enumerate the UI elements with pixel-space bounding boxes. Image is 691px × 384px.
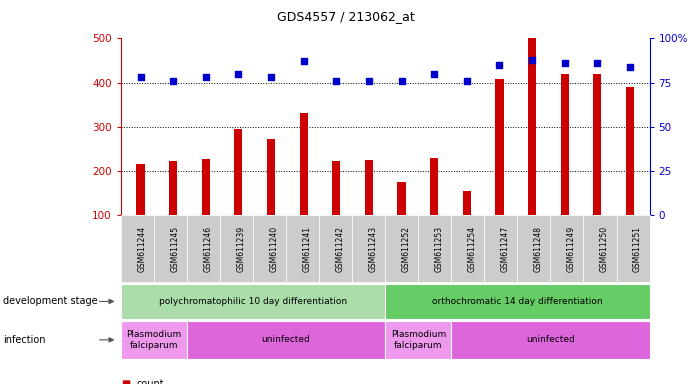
Bar bbox=[234, 129, 243, 215]
Point bbox=[298, 58, 309, 65]
Bar bbox=[365, 160, 373, 215]
Text: uninfected: uninfected bbox=[526, 335, 575, 344]
Text: GSM611248: GSM611248 bbox=[534, 226, 543, 271]
Text: GDS4557 / 213062_at: GDS4557 / 213062_at bbox=[276, 10, 415, 23]
Point bbox=[428, 71, 439, 77]
Bar bbox=[626, 87, 634, 215]
Text: infection: infection bbox=[3, 335, 46, 345]
Bar bbox=[594, 74, 601, 215]
Text: GSM611239: GSM611239 bbox=[236, 225, 245, 272]
Text: GSM611244: GSM611244 bbox=[138, 225, 146, 272]
Bar bbox=[332, 161, 341, 215]
Bar bbox=[202, 159, 210, 215]
Point bbox=[168, 78, 179, 84]
Bar bbox=[169, 161, 177, 215]
Bar bbox=[560, 74, 569, 215]
Text: GSM611254: GSM611254 bbox=[468, 225, 477, 272]
Text: GSM611253: GSM611253 bbox=[435, 225, 444, 272]
Point bbox=[200, 74, 211, 80]
Text: GSM611247: GSM611247 bbox=[501, 225, 510, 272]
Text: GSM611241: GSM611241 bbox=[303, 226, 312, 271]
Point bbox=[625, 64, 636, 70]
Text: GSM611251: GSM611251 bbox=[633, 226, 642, 271]
Text: development stage: development stage bbox=[3, 296, 98, 306]
Text: GSM611240: GSM611240 bbox=[269, 225, 278, 272]
Point bbox=[331, 78, 342, 84]
Bar bbox=[495, 79, 504, 215]
Bar bbox=[430, 157, 438, 215]
Point bbox=[559, 60, 570, 66]
Text: polychromatophilic 10 day differentiation: polychromatophilic 10 day differentiatio… bbox=[159, 297, 347, 306]
Text: GSM611252: GSM611252 bbox=[401, 226, 410, 271]
Bar bbox=[397, 182, 406, 215]
Point bbox=[462, 78, 473, 84]
Text: GSM611249: GSM611249 bbox=[567, 225, 576, 272]
Point bbox=[527, 56, 538, 63]
Bar bbox=[528, 38, 536, 215]
Text: ■: ■ bbox=[121, 379, 130, 384]
Bar bbox=[300, 114, 307, 215]
Point bbox=[363, 78, 375, 84]
Point bbox=[265, 74, 276, 80]
Point bbox=[494, 62, 505, 68]
Bar bbox=[463, 191, 471, 215]
Text: Plasmodium
falciparum: Plasmodium falciparum bbox=[390, 330, 446, 349]
Text: count: count bbox=[136, 379, 164, 384]
Bar bbox=[136, 164, 144, 215]
Text: GSM611245: GSM611245 bbox=[171, 225, 180, 272]
Point bbox=[591, 60, 603, 66]
Text: GSM611250: GSM611250 bbox=[600, 225, 609, 272]
Text: orthochromatic 14 day differentiation: orthochromatic 14 day differentiation bbox=[432, 297, 603, 306]
Text: GSM611246: GSM611246 bbox=[204, 225, 213, 272]
Bar bbox=[267, 139, 275, 215]
Text: Plasmodium
falciparum: Plasmodium falciparum bbox=[126, 330, 182, 349]
Text: GSM611243: GSM611243 bbox=[369, 225, 378, 272]
Text: uninfected: uninfected bbox=[262, 335, 310, 344]
Text: GSM611242: GSM611242 bbox=[336, 226, 345, 271]
Point bbox=[135, 74, 146, 80]
Point bbox=[233, 71, 244, 77]
Point bbox=[396, 78, 407, 84]
